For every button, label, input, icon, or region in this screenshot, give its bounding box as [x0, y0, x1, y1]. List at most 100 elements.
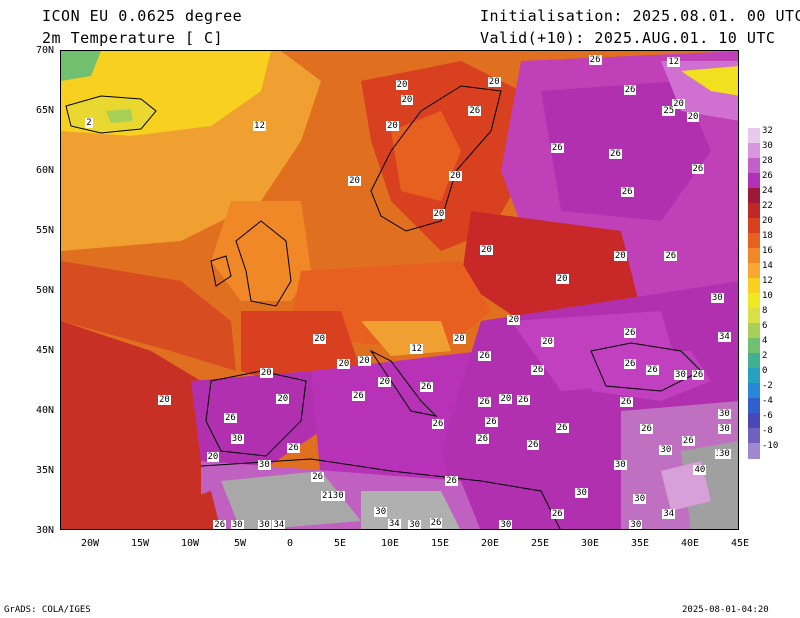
colorbar-label: 0	[762, 366, 768, 376]
contour-label: 26	[287, 443, 300, 454]
colorbar-segment	[748, 413, 760, 429]
colorbar-segment	[748, 248, 760, 264]
contour-label: 20	[400, 95, 414, 106]
model-title: ICON EU 0.0625 degree	[42, 7, 243, 25]
contour-label: 30	[633, 493, 647, 504]
colorbar-segment	[748, 293, 760, 309]
colorbar-label: 8	[762, 306, 768, 316]
contour-label: 2130	[320, 491, 345, 502]
contour-label: 26	[419, 382, 433, 393]
contour-label: 20	[499, 394, 513, 405]
colorbar-label: 22	[762, 201, 773, 211]
contour-label: 20	[337, 359, 351, 370]
colorbar-segment	[748, 128, 760, 144]
contour-label: 30	[674, 370, 687, 381]
lon-label-45e: 45E	[730, 538, 750, 549]
contour-label: 20	[452, 334, 466, 345]
contour-label: 26	[484, 417, 498, 427]
colorbar-label: -4	[762, 396, 773, 406]
contour-label: 26	[609, 149, 622, 160]
contour-label: 26	[311, 472, 325, 483]
contour-label: 20	[313, 334, 327, 345]
lon-label-10e: 10E	[380, 538, 400, 549]
footer-credit: GrADS: COLA/IGES	[4, 605, 91, 615]
colorbar-segment	[748, 338, 760, 354]
temperature-map: 26 12 20 20 26 20 20 26 25 20 2 12 20 26 26 26 20 20 26 20 2…	[60, 50, 739, 530]
contour-label: 12	[667, 57, 681, 67]
contour-label: 20	[507, 315, 521, 325]
contour-label: 34	[718, 331, 731, 342]
lon-label-5e: 5E	[333, 538, 347, 549]
contour-label: 26	[555, 423, 569, 433]
colorbar-segment	[748, 158, 760, 174]
lat-label-70n: 70N	[35, 45, 54, 56]
contour-label: 26	[352, 390, 365, 401]
lat-label-35n: 35N	[35, 465, 54, 476]
contour-label: 26	[223, 413, 237, 424]
colorbar-segment	[748, 233, 760, 249]
lat-label-50n: 50N	[35, 285, 54, 296]
lat-label-65n: 65N	[35, 105, 54, 116]
colorbar-label: 6	[762, 321, 768, 331]
contour-label: 26	[531, 365, 545, 376]
colorbar-label: 28	[762, 156, 773, 166]
colorbar-label: 32	[762, 126, 773, 136]
colorbar	[748, 128, 760, 459]
contour-label: 30	[718, 424, 731, 435]
lon-label-15w: 15W	[130, 538, 150, 549]
colorbar-label: 2	[762, 351, 768, 361]
lon-label-5w: 5W	[233, 538, 247, 549]
contour-label: 30	[257, 520, 271, 530]
contour-label: 26	[213, 520, 227, 530]
lat-label-45n: 45N	[35, 345, 54, 356]
contour-label: 20	[432, 209, 446, 220]
contour-label: 20	[395, 79, 409, 90]
contour-label: 26	[623, 359, 637, 370]
contour-label: 30	[629, 520, 643, 530]
lon-label-0: 0	[286, 538, 294, 549]
contour-label: 30	[718, 449, 731, 460]
contour-label: 26	[468, 106, 482, 117]
contour-label: 12	[253, 120, 266, 131]
contour-label: 26	[550, 509, 564, 520]
lat-label-30n: 30N	[35, 525, 54, 536]
contour-label: 26	[691, 370, 705, 381]
contour-label: 26	[429, 517, 443, 528]
contour-label: 20	[206, 451, 220, 462]
colorbar-label: 14	[762, 261, 773, 271]
contour-label: 26	[664, 251, 678, 262]
colorbar-segment	[748, 368, 760, 384]
contour-label: 12	[410, 343, 424, 354]
colorbar-label: -8	[762, 426, 773, 436]
colorbar-label: 10	[762, 291, 773, 301]
contour-label: 20	[555, 274, 569, 285]
contour-label: 20	[613, 251, 627, 262]
contour-label: 26	[478, 396, 491, 407]
contour-label: 20	[385, 120, 399, 131]
contour-label: 20	[672, 99, 685, 109]
colorbar-segment	[748, 323, 760, 339]
colorbar-label: 24	[762, 186, 773, 196]
contour-label: 20	[487, 77, 501, 88]
contour-label: 26	[623, 328, 637, 339]
colorbar-label: 26	[762, 171, 773, 181]
contour-label: 20	[480, 245, 493, 256]
footer-timestamp: 2025-08-01-04:20	[682, 605, 769, 615]
colorbar-segment	[748, 278, 760, 294]
contour-label: 30	[230, 433, 244, 444]
lon-label-25e: 25E	[530, 538, 550, 549]
colorbar-segment	[748, 203, 760, 219]
contour-label: 30	[613, 460, 627, 471]
contour-label: 34	[662, 509, 676, 520]
colorbar-label: 12	[762, 276, 773, 286]
contour-label: 30	[710, 293, 724, 304]
contour-label: 40	[693, 465, 707, 475]
contour-label: 30	[499, 520, 513, 530]
contour-label: 26	[478, 351, 491, 361]
lon-label-10w: 10W	[180, 538, 200, 549]
lon-label-40e: 40E	[680, 538, 700, 549]
contour-label: 20	[449, 171, 462, 181]
contour-label: 26	[526, 439, 540, 450]
contour-label: 26	[619, 396, 633, 407]
contour-label: 26	[640, 424, 653, 435]
